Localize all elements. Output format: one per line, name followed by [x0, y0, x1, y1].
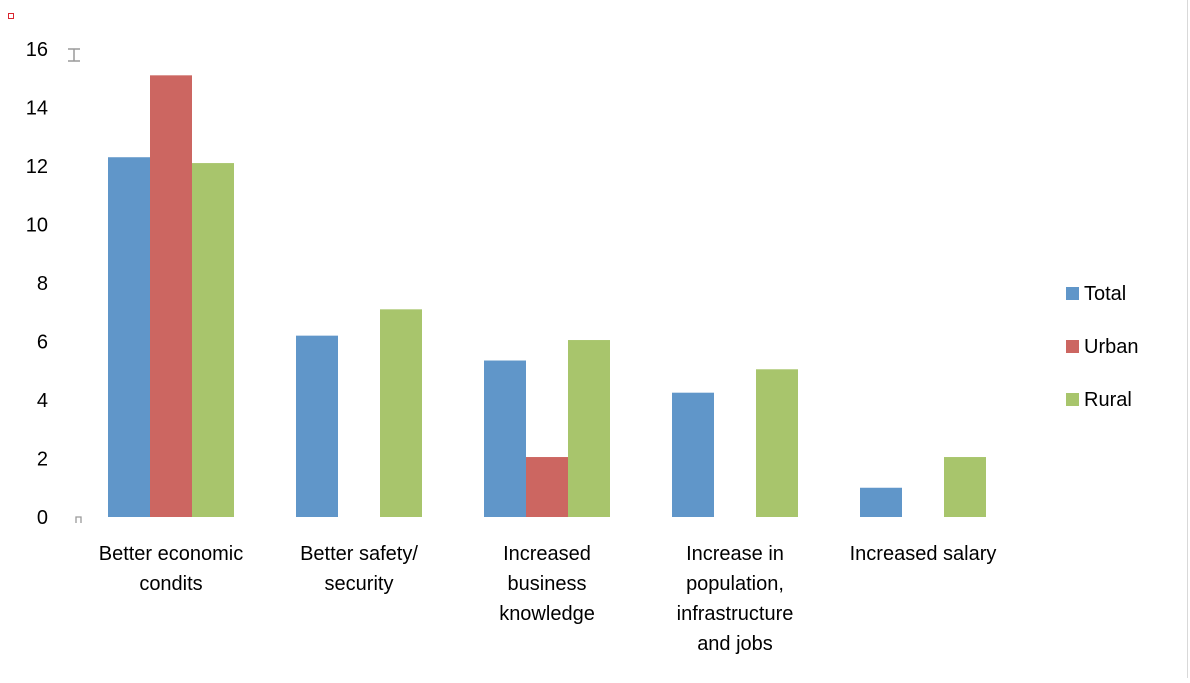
bar-total — [860, 487, 902, 517]
x-category-label: Better safety/security — [300, 543, 418, 595]
x-axis-category-labels: Better economic condits Better safety/secu… — [99, 543, 997, 655]
legend-item: Total — [1066, 283, 1126, 305]
y-tick-label: 12 — [26, 156, 48, 178]
bar-rural — [568, 340, 610, 517]
bar-rural — [944, 457, 986, 517]
y-axis-ticks: 0 2 4 6 8 10 12 14 16 — [26, 39, 48, 529]
y-tick-label: 14 — [26, 98, 48, 120]
selection-handle-icon — [8, 13, 14, 19]
bar-rural — [380, 309, 422, 517]
legend-swatch — [1066, 340, 1079, 353]
legend-swatch — [1066, 287, 1079, 300]
axis-handle-icons — [68, 48, 82, 523]
bar-urban — [526, 457, 568, 517]
bar-rural — [192, 163, 234, 517]
y-tick-label: 0 — [37, 507, 48, 529]
x-category-label: Increased salary — [850, 543, 997, 565]
legend-label: Total — [1084, 283, 1126, 305]
plot-border — [1187, 0, 1188, 678]
legend-item: Urban — [1066, 336, 1138, 358]
legend-swatch — [1066, 393, 1079, 406]
legend-label: Urban — [1084, 336, 1138, 358]
axis-top-handle-icon — [68, 48, 80, 62]
x-category-label: Increased business knowledge — [499, 543, 595, 625]
legend-item: Rural — [1066, 389, 1132, 411]
legend: Total Urban Rural — [1066, 283, 1138, 411]
bar-total — [108, 157, 150, 517]
axis-bottom-handle-icon — [75, 516, 82, 523]
bar-rural — [756, 369, 798, 517]
bar-urban — [150, 75, 192, 517]
bars — [108, 75, 986, 517]
y-tick-label: 6 — [37, 332, 48, 354]
y-tick-label: 10 — [26, 215, 48, 237]
y-tick-label: 2 — [37, 449, 48, 471]
y-tick-label: 4 — [37, 390, 48, 412]
y-tick-label: 8 — [37, 273, 48, 295]
bar-total — [296, 335, 338, 517]
x-category-label: Increase in population, infrastructure and … — [677, 543, 794, 655]
y-tick-label: 16 — [26, 39, 48, 61]
legend-label: Rural — [1084, 389, 1132, 411]
x-category-label: Better economic condits — [99, 543, 244, 595]
bar-total — [672, 392, 714, 517]
bar-total — [484, 360, 526, 517]
